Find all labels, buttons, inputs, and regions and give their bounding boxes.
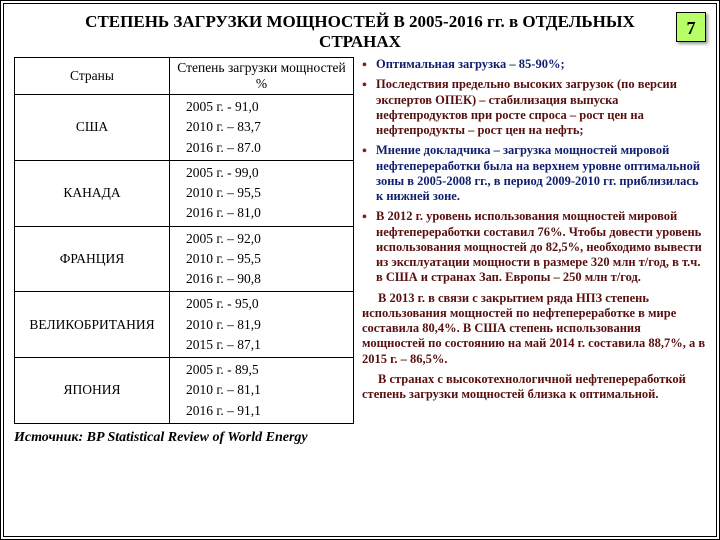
values-cell: 2005 г. - 89,52010 г. – 81,12016 г. – 91… xyxy=(170,358,354,424)
value-line: 2010 г. – 81,1 xyxy=(186,380,349,400)
values-cell: 2005 г. - 99,02010 г. – 95,52016 г. – 81… xyxy=(170,160,354,226)
bullet-item: Оптимальная загрузка – 85-90%; xyxy=(362,57,706,72)
table-row: США2005 г. - 91,02010 г. – 83,72016 г. –… xyxy=(15,95,354,161)
source-line: Источник: BP Statistical Review of World… xyxy=(14,430,354,446)
country-cell: ЯПОНИЯ xyxy=(15,358,170,424)
country-cell: США xyxy=(15,95,170,161)
value-line: 2010 г. – 95,5 xyxy=(186,249,349,269)
value-line: 2016 г. – 91,1 xyxy=(186,401,349,421)
bullet-item: В 2012 г. уровень использования мощносте… xyxy=(362,209,706,285)
table-row: ВЕЛИКОБРИТАНИЯ2005 г. - 95,02010 г. – 81… xyxy=(15,292,354,358)
table-row: ЯПОНИЯ2005 г. - 89,52010 г. – 81,12016 г… xyxy=(15,358,354,424)
value-line: 2005 г. - 91,0 xyxy=(186,97,349,117)
col-load: Степень загрузки мощностей % xyxy=(170,58,354,95)
paragraph-block: В 2013 г. в связи с закрытием ряда НПЗ с… xyxy=(362,291,706,403)
body-paragraph: В странах с высокотехнологичной нефтепер… xyxy=(362,372,706,403)
bullet-item: Последствия предельно высоких загрузок (… xyxy=(362,77,706,138)
value-line: 2005 г. - 95,0 xyxy=(186,294,349,314)
values-cell: 2005 г. - 91,02010 г. – 83,72016 г. – 87… xyxy=(170,95,354,161)
left-column: Страны Степень загрузки мощностей % США2… xyxy=(14,57,354,497)
value-line: 2005 г. – 92,0 xyxy=(186,229,349,249)
country-cell: КАНАДА xyxy=(15,160,170,226)
slide-title: СТЕПЕНЬ ЗАГРУЗКИ МОЩНОСТЕЙ В 2005-2016 г… xyxy=(50,12,670,51)
slide: 7 СТЕПЕНЬ ЗАГРУЗКИ МОЩНОСТЕЙ В 2005-2016… xyxy=(0,0,720,540)
value-line: 2005 г. - 89,5 xyxy=(186,360,349,380)
bullet-list: Оптимальная загрузка – 85-90%; Последстви… xyxy=(362,57,706,286)
right-column: Оптимальная загрузка – 85-90%; Последстви… xyxy=(362,57,706,497)
value-line: 2010 г. – 83,7 xyxy=(186,117,349,137)
values-cell: 2005 г. - 95,02010 г. – 81,92015 г. – 87… xyxy=(170,292,354,358)
value-line: 2016 г. – 87.0 xyxy=(186,138,349,158)
value-line: 2016 г. – 90,8 xyxy=(186,269,349,289)
value-line: 2016 г. – 81,0 xyxy=(186,203,349,223)
value-line: 2005 г. - 99,0 xyxy=(186,163,349,183)
values-cell: 2005 г. – 92,02010 г. – 95,52016 г. – 90… xyxy=(170,226,354,292)
bullet-item: Мнение докладчика – загрузка мощностей м… xyxy=(362,143,706,204)
capacity-table: Страны Степень загрузки мощностей % США2… xyxy=(14,57,354,424)
table-row: ФРАНЦИЯ2005 г. – 92,02010 г. – 95,52016 … xyxy=(15,226,354,292)
table-row: КАНАДА2005 г. - 99,02010 г. – 95,52016 г… xyxy=(15,160,354,226)
col-countries: Страны xyxy=(15,58,170,95)
value-line: 2015 г. – 87,1 xyxy=(186,335,349,355)
country-cell: ВЕЛИКОБРИТАНИЯ xyxy=(15,292,170,358)
country-cell: ФРАНЦИЯ xyxy=(15,226,170,292)
body-paragraph: В 2013 г. в связи с закрытием ряда НПЗ с… xyxy=(362,291,706,367)
value-line: 2010 г. – 95,5 xyxy=(186,183,349,203)
value-line: 2010 г. – 81,9 xyxy=(186,315,349,335)
content-area: Страны Степень загрузки мощностей % США2… xyxy=(14,57,706,497)
page-number-badge: 7 xyxy=(676,12,706,42)
